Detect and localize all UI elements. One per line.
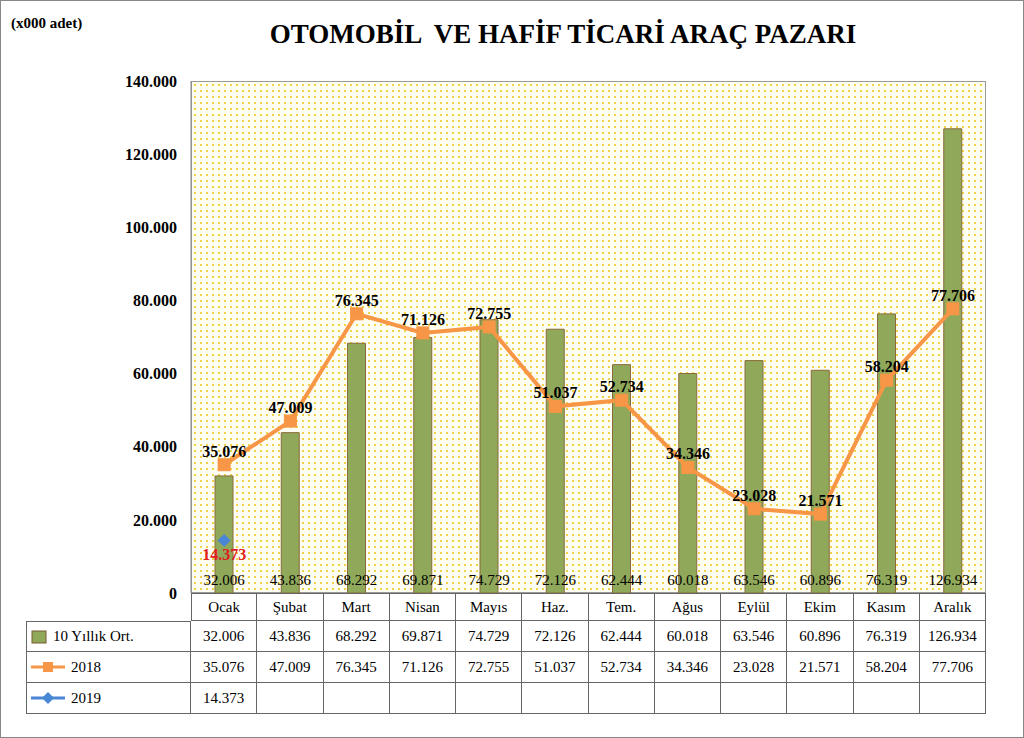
html-text:14.373: 14.373 <box>203 689 245 706</box>
svg-text:60.000: 60.000 <box>133 365 177 382</box>
html-text:60.018: 60.018 <box>666 627 708 644</box>
html-text:68.292: 68.292 <box>335 627 377 644</box>
html-text:Ekim: Ekim <box>803 598 837 615</box>
html-text:Aralık: Aralık <box>933 598 972 615</box>
html-text:Mart: Mart <box>341 598 371 615</box>
svg-text:68.292: 68.292 <box>336 572 377 588</box>
html-text:Tem.: Tem. <box>606 598 637 615</box>
html-text:77.706: 77.706 <box>931 658 973 675</box>
html-text:Ocak: Ocak <box>208 598 240 615</box>
svg-text:80.000: 80.000 <box>133 292 177 309</box>
html-text:126.934: 126.934 <box>928 627 977 644</box>
html-text:Eylül: Eylül <box>737 598 770 615</box>
svg-text:51.037: 51.037 <box>533 384 577 401</box>
svg-text:140.000: 140.000 <box>125 73 177 90</box>
html-text:72.755: 72.755 <box>468 658 510 675</box>
svg-text:100.000: 100.000 <box>125 219 177 236</box>
svg-text:60.896: 60.896 <box>800 572 842 588</box>
svg-text:72.126: 72.126 <box>535 572 577 588</box>
html-text:10 Yıllık Ort.: 10 Yıllık Ort. <box>53 628 134 644</box>
html-text:72.126: 72.126 <box>534 627 576 644</box>
html-text:71.126: 71.126 <box>401 658 443 675</box>
svg-text:40.000: 40.000 <box>133 438 177 455</box>
svg-text:20.000: 20.000 <box>133 512 177 529</box>
html-text:2019: 2019 <box>71 689 101 706</box>
svg-text:34.346: 34.346 <box>666 445 710 462</box>
svg-text:62.444: 62.444 <box>601 572 643 588</box>
svg-text:0: 0 <box>169 585 177 601</box>
svg-text:52.734: 52.734 <box>600 378 644 395</box>
html-text:62.444: 62.444 <box>600 627 642 644</box>
svg-text:35.076: 35.076 <box>202 443 246 460</box>
html-text:Kasım: Kasım <box>866 598 906 615</box>
svg-text:23.028: 23.028 <box>732 487 776 504</box>
svg-text:74.729: 74.729 <box>468 572 509 588</box>
svg-text:72.755: 72.755 <box>467 305 511 322</box>
html-text:Haz.: Haz. <box>540 598 569 615</box>
html-text:Nisan: Nisan <box>404 598 440 615</box>
svg-text:76.345: 76.345 <box>335 292 379 309</box>
svg-text:60.018: 60.018 <box>667 572 708 588</box>
svg-text:32.006: 32.006 <box>203 572 245 588</box>
html-text:Mayıs: Mayıs <box>469 598 508 615</box>
html-text:58.204: 58.204 <box>865 658 907 675</box>
html-text:52.734: 52.734 <box>600 658 642 675</box>
html-text:60.896: 60.896 <box>799 627 841 644</box>
html-text:63.546: 63.546 <box>733 627 775 644</box>
html-text:43.836: 43.836 <box>269 627 311 644</box>
svg-text:126.934: 126.934 <box>928 572 977 588</box>
html-text:32.006: 32.006 <box>203 627 245 644</box>
svg-text:71.126: 71.126 <box>401 311 445 328</box>
html-text:76.345: 76.345 <box>335 658 377 675</box>
svg-text:47.009: 47.009 <box>268 399 312 416</box>
html-text:Şubat: Şubat <box>272 598 307 615</box>
svg-text:58.204: 58.204 <box>865 358 909 375</box>
html-text:2018: 2018 <box>71 658 101 675</box>
html-text:51.037: 51.037 <box>534 658 576 675</box>
svg-text:21.571: 21.571 <box>798 492 842 509</box>
html-text:Ağus: Ağus <box>671 598 704 615</box>
html-text:69.871: 69.871 <box>401 627 443 644</box>
html-text:OTOMOBİL VE HAFİF TİCARİ ARAÇ: OTOMOBİL VE HAFİF TİCARİ ARAÇ PAZARI <box>269 19 857 49</box>
html-text:(x000 adet): (x000 adet) <box>11 15 83 31</box>
svg-text:120.000: 120.000 <box>125 146 177 163</box>
html-text:23.028: 23.028 <box>733 658 775 675</box>
svg-text:14.373: 14.373 <box>202 546 246 563</box>
html-text:47.009: 47.009 <box>269 658 311 675</box>
svg-text:63.546: 63.546 <box>733 572 775 588</box>
html-text:21.571: 21.571 <box>799 658 841 675</box>
html-text:74.729: 74.729 <box>468 627 510 644</box>
html-text:34.346: 34.346 <box>666 658 708 675</box>
svg-text:43.836: 43.836 <box>270 572 312 588</box>
html-text:35.076: 35.076 <box>203 658 245 675</box>
svg-text:76.319: 76.319 <box>866 572 907 588</box>
svg-text:77.706: 77.706 <box>931 287 975 304</box>
html-text:76.319: 76.319 <box>865 627 907 644</box>
svg-text:69.871: 69.871 <box>402 572 443 588</box>
